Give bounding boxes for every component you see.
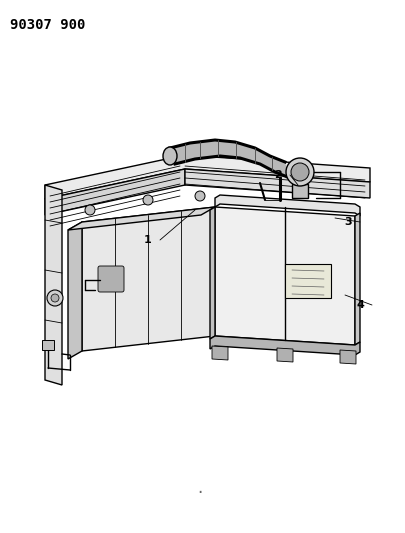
Text: 4: 4 bbox=[356, 300, 364, 310]
Polygon shape bbox=[210, 336, 360, 355]
FancyBboxPatch shape bbox=[98, 266, 124, 292]
Circle shape bbox=[291, 163, 309, 181]
Circle shape bbox=[195, 191, 205, 201]
Polygon shape bbox=[68, 222, 82, 359]
Text: 3: 3 bbox=[344, 217, 352, 227]
Polygon shape bbox=[212, 346, 228, 360]
FancyBboxPatch shape bbox=[285, 264, 331, 298]
Polygon shape bbox=[185, 169, 370, 198]
Ellipse shape bbox=[163, 147, 177, 165]
Text: 90307 900: 90307 900 bbox=[10, 18, 85, 32]
Text: 1: 1 bbox=[144, 235, 152, 245]
Polygon shape bbox=[215, 207, 355, 345]
Polygon shape bbox=[355, 213, 360, 345]
Polygon shape bbox=[340, 350, 356, 364]
FancyBboxPatch shape bbox=[292, 184, 308, 198]
Polygon shape bbox=[82, 207, 215, 351]
Polygon shape bbox=[277, 348, 293, 362]
Circle shape bbox=[286, 158, 314, 186]
Circle shape bbox=[51, 294, 59, 302]
Polygon shape bbox=[170, 140, 290, 178]
Polygon shape bbox=[45, 185, 62, 385]
Circle shape bbox=[143, 195, 153, 205]
FancyBboxPatch shape bbox=[42, 340, 54, 350]
Circle shape bbox=[85, 205, 95, 215]
Text: .: . bbox=[197, 479, 202, 497]
Text: 2: 2 bbox=[274, 170, 282, 180]
Polygon shape bbox=[45, 169, 185, 215]
Circle shape bbox=[47, 290, 63, 306]
Polygon shape bbox=[68, 207, 215, 230]
Polygon shape bbox=[210, 207, 215, 339]
Polygon shape bbox=[215, 195, 360, 216]
Polygon shape bbox=[45, 155, 370, 199]
